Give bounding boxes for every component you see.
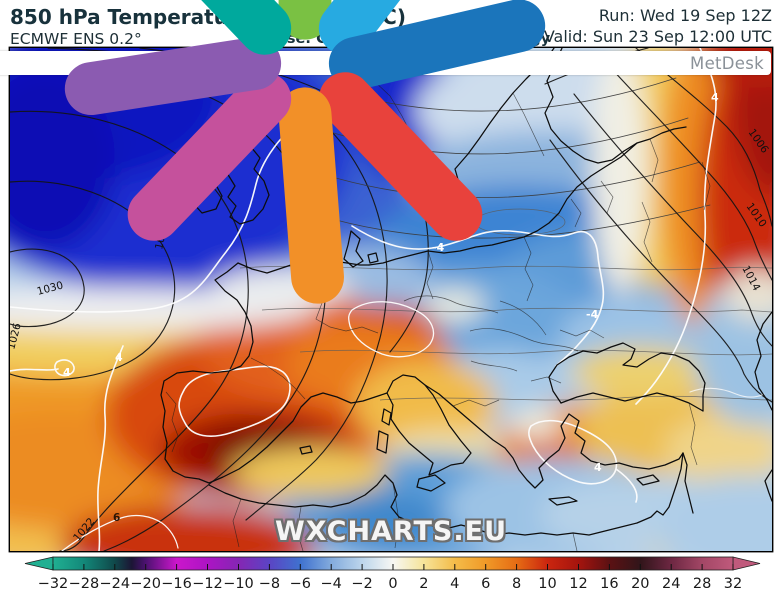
anomaly-contour-label: -4 <box>586 308 599 321</box>
metdesk-icon <box>64 0 546 304</box>
colorbar-tick-label: −10 <box>223 576 254 592</box>
anomaly-contour-label: 4 <box>594 461 602 474</box>
run-time-label: Run: Wed 19 Sep 12Z <box>598 6 772 25</box>
anomaly-contour-label: 4 <box>115 351 123 364</box>
colorbar-tick-label: 24 <box>662 576 680 592</box>
colorbar-tick-label: −2 <box>351 576 372 592</box>
colorbar-ticks <box>52 564 734 570</box>
colorbar-tick-label: 16 <box>600 576 618 592</box>
colorbar-tick-label: −6 <box>290 576 311 592</box>
colorbar-tick-label: 28 <box>693 576 711 592</box>
colorbar-tick-label: 32 <box>724 576 742 592</box>
colorbar-tick-label: −32 <box>38 576 69 592</box>
map: 1030 1026 1026 1022 998 1006 1010 1014 4… <box>0 0 772 551</box>
colorbar-tick-label: 20 <box>631 576 649 592</box>
valid-time-label: Valid: Sun 23 Sep 12:00 UTC <box>543 27 772 46</box>
wxcharts-watermark: WXCHARTS.EU <box>274 516 508 547</box>
anomaly-contour-label: 4 <box>63 366 71 379</box>
metdesk-logo-text: MetDesk <box>690 53 764 73</box>
colorbar-tick-label: 12 <box>569 576 587 592</box>
anomaly-shading <box>10 48 772 551</box>
colorbar: −32 −28 −24 −20 −16 −12 −10 −8 −6 −4 −2 … <box>24 556 761 592</box>
anomaly-contour-label: -4 <box>432 241 445 254</box>
model-label: ECMWF ENS 0.2° <box>10 30 142 48</box>
metdesk-logo: MetDesk <box>0 0 771 304</box>
anomaly-contour-label: 4 <box>711 91 719 104</box>
colorbar-tick-label: 10 <box>538 576 556 592</box>
anomaly-contour-labels: 4 -4 -4 4 4 4 6 <box>63 91 719 524</box>
colorbar-tick-label: −4 <box>321 576 342 592</box>
colorbar-tick-label: −24 <box>99 576 130 592</box>
anomaly-contour-label: 6 <box>113 512 120 524</box>
colorbar-tick-label: 4 <box>450 576 459 592</box>
colorbar-tick-label: 2 <box>419 576 428 592</box>
colorbar-tick-label: 0 <box>388 576 397 592</box>
colorbar-tick-label: 6 <box>481 576 490 592</box>
isobars <box>10 48 772 551</box>
colorbar-tick-label: −28 <box>69 576 100 592</box>
map-canvas: 1030 1026 1026 1022 998 1006 1010 1014 4… <box>10 48 772 551</box>
colorbar-tick-label: −8 <box>259 576 280 592</box>
colorbar-tick-label: −20 <box>130 576 161 592</box>
colorbar-arrow-right <box>732 556 761 571</box>
colorbar-tick-label: −16 <box>161 576 192 592</box>
colorbar-tick-label: 8 <box>512 576 521 592</box>
colorbar-tick-label: −12 <box>192 576 223 592</box>
colorbar-tick-labels: −32 −28 −24 −20 −16 −12 −10 −8 −6 −4 −2 … <box>38 576 743 592</box>
colorbar-arrow-left <box>24 556 54 571</box>
